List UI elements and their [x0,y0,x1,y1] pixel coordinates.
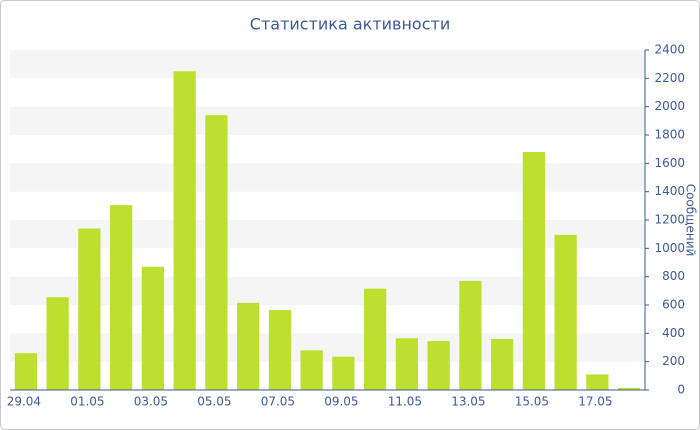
bar [173,71,196,390]
bar [78,228,101,390]
bar [300,350,323,390]
bar [364,288,387,390]
bar [332,356,355,390]
grid-band [10,333,645,362]
x-tick-label: 05.05 [197,395,231,409]
bar [586,374,609,390]
x-tick-label: 01.05 [70,395,104,409]
grid-band [10,106,645,135]
bar [110,205,133,390]
y-tick-label: 1400 [654,184,685,198]
bar [205,115,228,391]
x-tick-label: 03.05 [134,395,168,409]
y-tick-label: 800 [662,269,685,283]
bar [491,339,514,390]
bar [14,353,37,390]
y-tick-label: 2200 [654,71,685,85]
bar [618,387,641,390]
x-tick-label: 13.05 [451,395,485,409]
chart-title: Статистика активности [250,15,450,34]
y-tick-label: 400 [662,326,685,340]
y-tick-label: 600 [662,298,685,312]
y-tick-label: 1600 [654,156,685,170]
bar [268,309,291,390]
x-tick-label: 17.05 [578,395,612,409]
grid-band [10,220,645,249]
bar [554,234,577,390]
bar [46,297,69,390]
bar [427,341,450,390]
bar [459,280,482,390]
y-tick-label: 2000 [654,99,685,113]
y-tick-label: 1200 [654,213,685,227]
y-axis-label: Сообщений [684,184,698,257]
bar [237,302,260,390]
bar [522,152,545,390]
x-tick-label: 11.05 [388,395,422,409]
grid-band [10,276,645,305]
grid-band [10,163,645,192]
y-tick-label: 0 [677,383,685,397]
bar [395,338,418,390]
x-tick-label: 07.05 [261,395,295,409]
y-tick-label: 2400 [654,43,685,57]
y-tick-label: 1800 [654,128,685,142]
y-tick-label: 200 [662,354,685,368]
x-tick-label: 09.05 [324,395,358,409]
grid-band [10,50,645,79]
x-tick-label: 15.05 [515,395,549,409]
y-tick-label: 1000 [654,241,685,255]
bar [141,266,164,390]
x-tick-label: 29.04 [7,395,41,409]
